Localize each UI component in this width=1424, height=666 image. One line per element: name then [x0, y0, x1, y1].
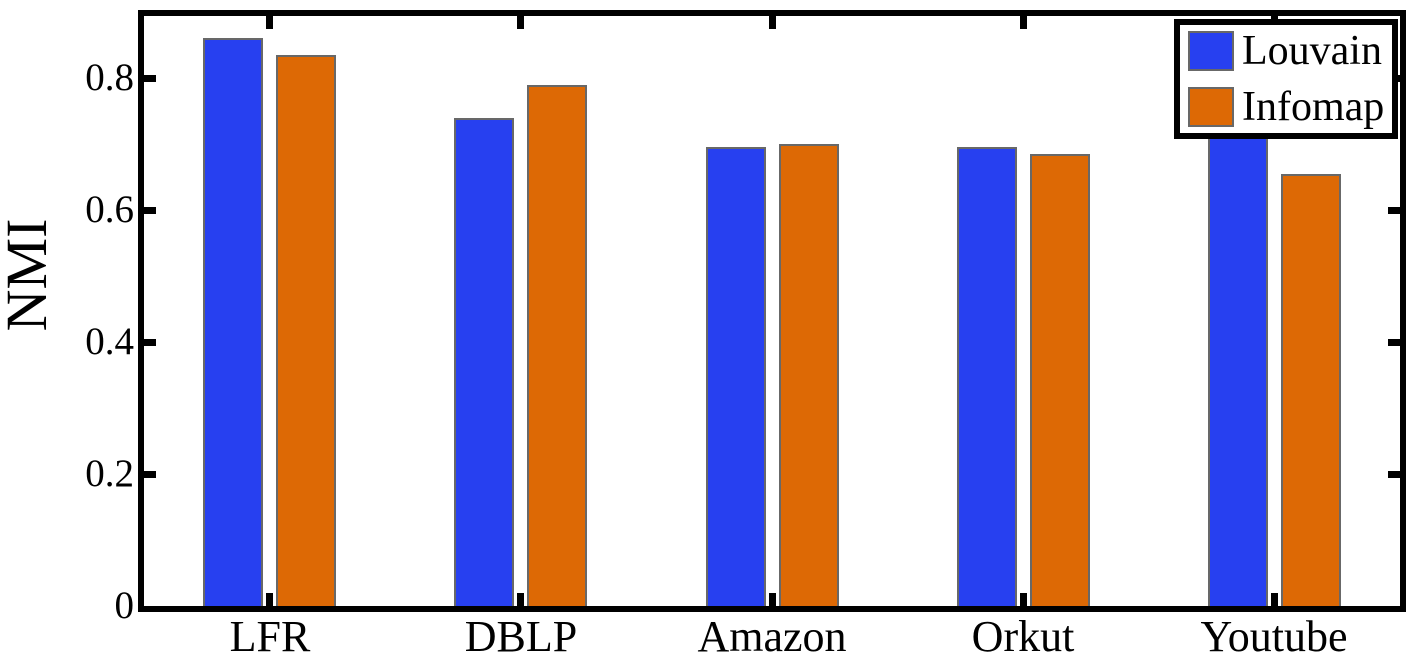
y-axis-tick-left [144, 75, 156, 82]
y-axis-tick-label-0.4: 0.4 [85, 320, 134, 363]
bar-louvain-dblp [454, 118, 514, 606]
x-axis-tick-label-lfr: LFR [229, 612, 311, 661]
x-axis-tick-top [266, 16, 273, 29]
y-axis-tick-right [1388, 471, 1400, 478]
legend-label-infomap: Infomap [1242, 84, 1385, 130]
x-axis-tick-label-orkut: Orkut [971, 612, 1075, 661]
bar-louvain-orkut [957, 147, 1017, 606]
x-axis-tick-label-youtube: Youtube [1200, 612, 1348, 661]
x-axis-tick-bottom [1271, 593, 1278, 606]
x-axis-tick-label-dblp: DBLP [464, 612, 578, 661]
bar-infomap-amazon [779, 144, 839, 606]
y-axis-tick-label-0.2: 0.2 [85, 452, 134, 495]
bar-infomap-orkut [1030, 154, 1090, 606]
legend-label-louvain: Louvain [1242, 28, 1382, 74]
bar-infomap-youtube [1281, 174, 1341, 606]
legend-item-infomap: Infomap [1188, 85, 1384, 129]
y-axis-tick-label-0.6: 0.6 [85, 188, 134, 231]
y-axis-tick-left [144, 471, 156, 478]
x-axis-tick-bottom [266, 593, 273, 606]
x-axis-tick-top [517, 16, 524, 29]
y-axis-tick-label-0: 0 [114, 584, 135, 627]
legend: Louvain Infomap [1174, 19, 1399, 139]
y-axis-title: NMI [0, 218, 59, 332]
legend-item-louvain: Louvain [1188, 29, 1384, 73]
y-axis-tick-right [1388, 339, 1400, 346]
x-axis-tick-bottom [1020, 593, 1027, 606]
bar-louvain-youtube [1208, 137, 1268, 606]
x-axis-tick-bottom [769, 593, 776, 606]
bar-louvain-amazon [706, 147, 766, 606]
y-axis-tick-left [144, 339, 156, 346]
louvain-color-swatch [1188, 31, 1234, 71]
x-axis-tick-top [769, 16, 776, 29]
infomap-color-swatch [1188, 87, 1234, 127]
y-axis-tick-right [1388, 207, 1400, 214]
bar-infomap-dblp [527, 85, 587, 606]
x-axis-tick-top [1020, 16, 1027, 29]
x-axis-tick-label-amazon: Amazon [697, 612, 847, 661]
bar-louvain-lfr [203, 38, 263, 606]
y-axis-tick-left [144, 207, 156, 214]
y-axis-tick-label-0.8: 0.8 [85, 56, 134, 99]
bar-infomap-lfr [276, 55, 336, 606]
x-axis-tick-bottom [517, 593, 524, 606]
